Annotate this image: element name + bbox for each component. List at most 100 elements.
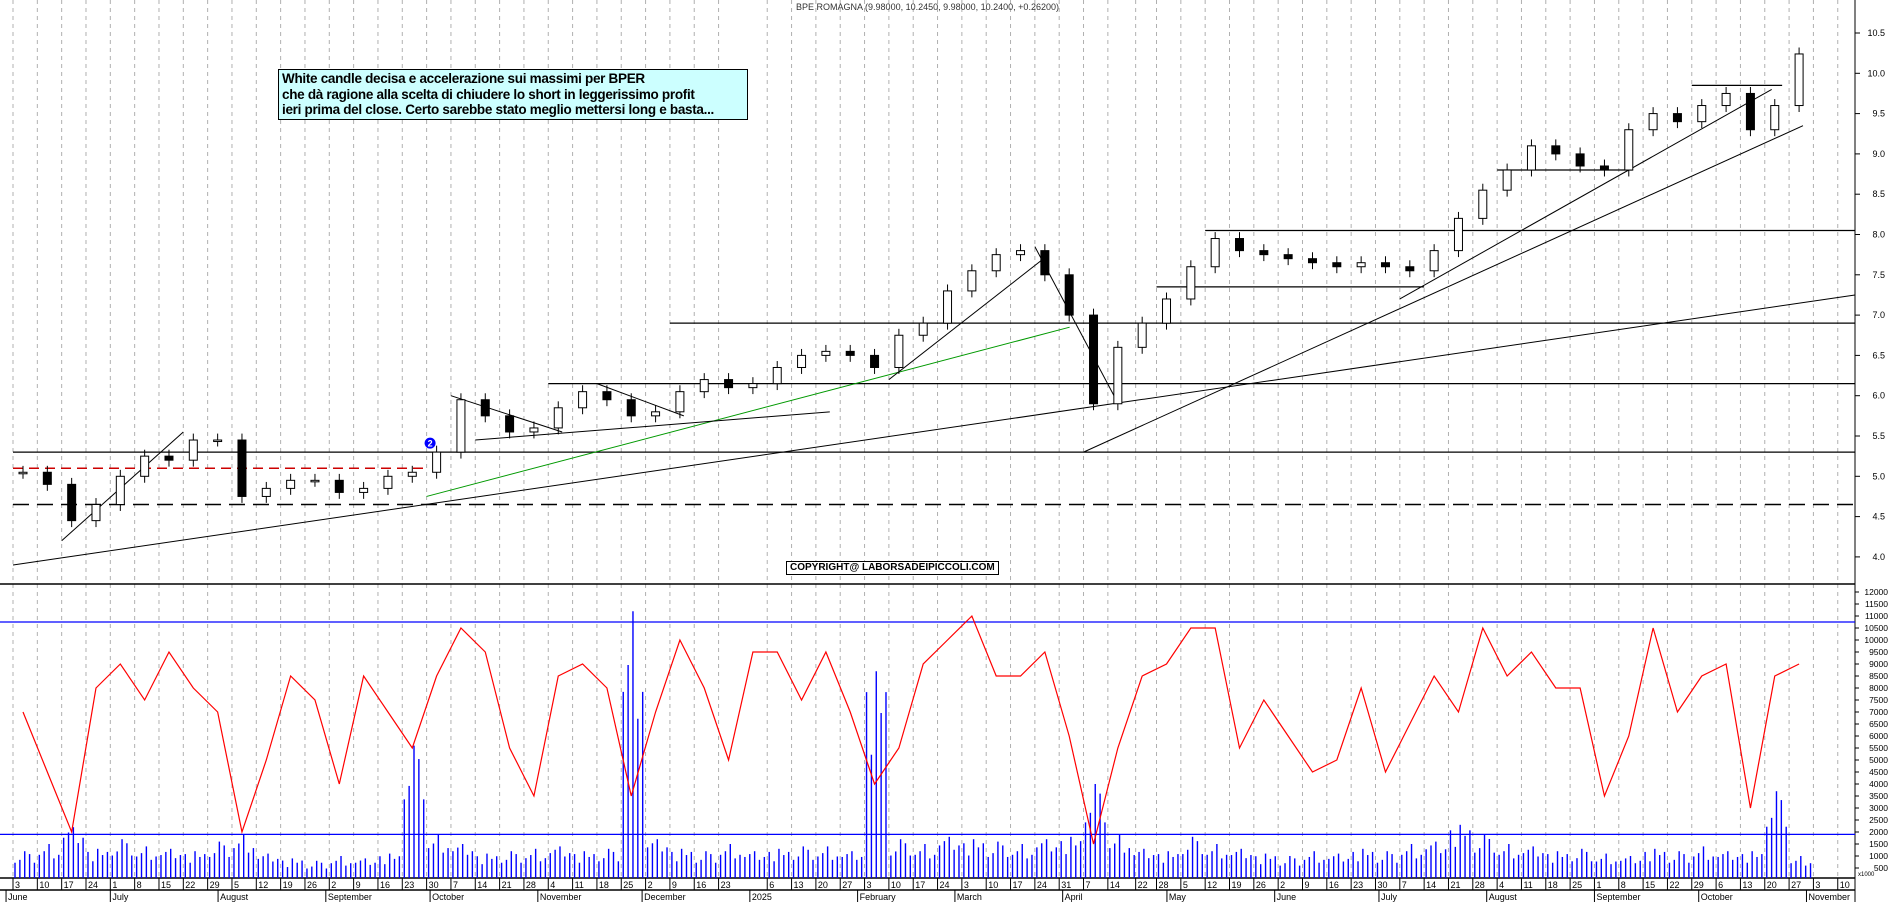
x-tick-label: 17 xyxy=(64,880,74,890)
x-tick-label: 27 xyxy=(842,880,852,890)
x-tick-label: 24 xyxy=(1037,880,1047,890)
month-label: September xyxy=(328,892,372,902)
x-tick-label: 17 xyxy=(915,880,925,890)
candle-body xyxy=(894,334,904,368)
month-label: September xyxy=(1596,892,1640,902)
trendline xyxy=(12,294,1856,566)
candle-body xyxy=(1770,105,1780,131)
volume-y-tick-label: 8500 xyxy=(1869,671,1888,681)
y-tick-label: 7.5 xyxy=(1872,270,1885,280)
x-tick-label: 13 xyxy=(794,880,804,890)
candle-body xyxy=(1089,314,1099,405)
x-tick-label: 23 xyxy=(404,880,414,890)
annotation-line: ieri prima del close. Certo sarebbe stat… xyxy=(282,102,714,117)
x-tick-label: 21 xyxy=(1450,880,1460,890)
x-tick-label: 3 xyxy=(867,880,872,890)
x-tick-label: 19 xyxy=(1232,880,1242,890)
x-tick-label: 24 xyxy=(940,880,950,890)
candle-body xyxy=(1332,262,1342,268)
candle-body xyxy=(1745,92,1755,131)
month-label: June xyxy=(1277,892,1297,902)
x-tick-label: 16 xyxy=(1329,880,1339,890)
candle-body xyxy=(1137,322,1147,348)
trendline xyxy=(426,326,1070,497)
volume-y-tick-label: 11000 xyxy=(1865,611,1888,621)
candle-body xyxy=(845,350,855,356)
volume-y-tick-label: 2500 xyxy=(1869,815,1888,825)
month-label: December xyxy=(644,892,686,902)
volume-y-tick-label: 9500 xyxy=(1869,647,1888,657)
x-tick-label: 7 xyxy=(453,880,458,890)
candle-body xyxy=(1551,145,1561,155)
x-tick-label: 28 xyxy=(526,880,536,890)
y-tick-label: 9.5 xyxy=(1872,109,1885,119)
x-tick-label: 17 xyxy=(1013,880,1023,890)
x-tick-label: 15 xyxy=(1645,880,1655,890)
volume-y-tick-label: 1000 xyxy=(1869,851,1888,861)
volume-y-tick-label: 10000 xyxy=(1864,635,1888,645)
y-tick-label: 10.5 xyxy=(1867,28,1885,38)
x-tick-label: 26 xyxy=(307,880,317,890)
marker-circle xyxy=(424,437,436,449)
candle-body xyxy=(1453,217,1463,252)
candle-body xyxy=(407,471,417,477)
x-tick-label: 30 xyxy=(1377,880,1387,890)
candle-body xyxy=(1040,250,1050,276)
x-tick-label: 22 xyxy=(185,880,195,890)
candle-body xyxy=(1648,113,1658,131)
candle-body xyxy=(115,475,125,506)
volume-y-tick-label: 7500 xyxy=(1869,695,1888,705)
volume-y-tick-label: 3000 xyxy=(1869,803,1888,813)
candle-body xyxy=(1064,274,1074,316)
candle-body xyxy=(1697,105,1707,123)
candle-body xyxy=(1794,53,1804,107)
candle-body xyxy=(1599,165,1609,171)
month-label: July xyxy=(1381,892,1398,902)
candle-body xyxy=(140,455,150,477)
x-tick-label: 5 xyxy=(234,880,239,890)
trendline xyxy=(888,254,1050,380)
candle-body xyxy=(1478,189,1488,219)
candle-body xyxy=(286,479,296,489)
candle-body xyxy=(1672,113,1682,123)
candle-body xyxy=(651,411,661,417)
x-tick-label: 31 xyxy=(1061,880,1071,890)
candle-body xyxy=(1113,346,1123,405)
candle-body xyxy=(675,391,685,413)
x-tick-label: 14 xyxy=(1426,880,1436,890)
x-tick-label: 9 xyxy=(1304,880,1309,890)
x-tick-label: 25 xyxy=(1572,880,1582,890)
candle-body xyxy=(42,471,52,485)
x-tick-label: 3 xyxy=(1815,880,1820,890)
volume-y-tick-label: 11500 xyxy=(1865,599,1888,609)
x-tick-label: 24 xyxy=(88,880,98,890)
x-tick-label: 3 xyxy=(964,880,969,890)
x-tick-label: 23 xyxy=(721,880,731,890)
volume-y-tick-label: 6500 xyxy=(1869,719,1888,729)
y-tick-label: 7.0 xyxy=(1872,310,1885,320)
candle-body xyxy=(1405,266,1415,272)
x-tick-label: 16 xyxy=(380,880,390,890)
month-label: May xyxy=(1169,892,1187,902)
candle-body xyxy=(1429,250,1439,272)
trendline xyxy=(596,383,684,417)
month-label: 2025 xyxy=(752,892,772,902)
x-tick-label: 16 xyxy=(696,880,706,890)
month-label: October xyxy=(1701,892,1733,902)
month-label: August xyxy=(220,892,249,902)
x-tick-label: 22 xyxy=(1669,880,1679,890)
chart-title: BPE ROMAGNA (9.98000, 10.2450, 9.98000, … xyxy=(796,2,1059,12)
x-tick-label: 7 xyxy=(1086,880,1091,890)
x-tick-label: 5 xyxy=(1183,880,1188,890)
candle-body xyxy=(188,439,198,461)
x-tick-label: 6 xyxy=(769,880,774,890)
x-tick-label: 10 xyxy=(988,880,998,890)
candle-body xyxy=(1186,266,1196,300)
candle-body xyxy=(18,471,28,475)
x-tick-label: 9 xyxy=(356,880,361,890)
candle-body xyxy=(383,475,393,489)
x-tick-label: 1 xyxy=(112,880,117,890)
candle-body xyxy=(553,407,563,429)
x-tick-label: 21 xyxy=(502,880,512,890)
x-tick-label: 2 xyxy=(1280,880,1285,890)
